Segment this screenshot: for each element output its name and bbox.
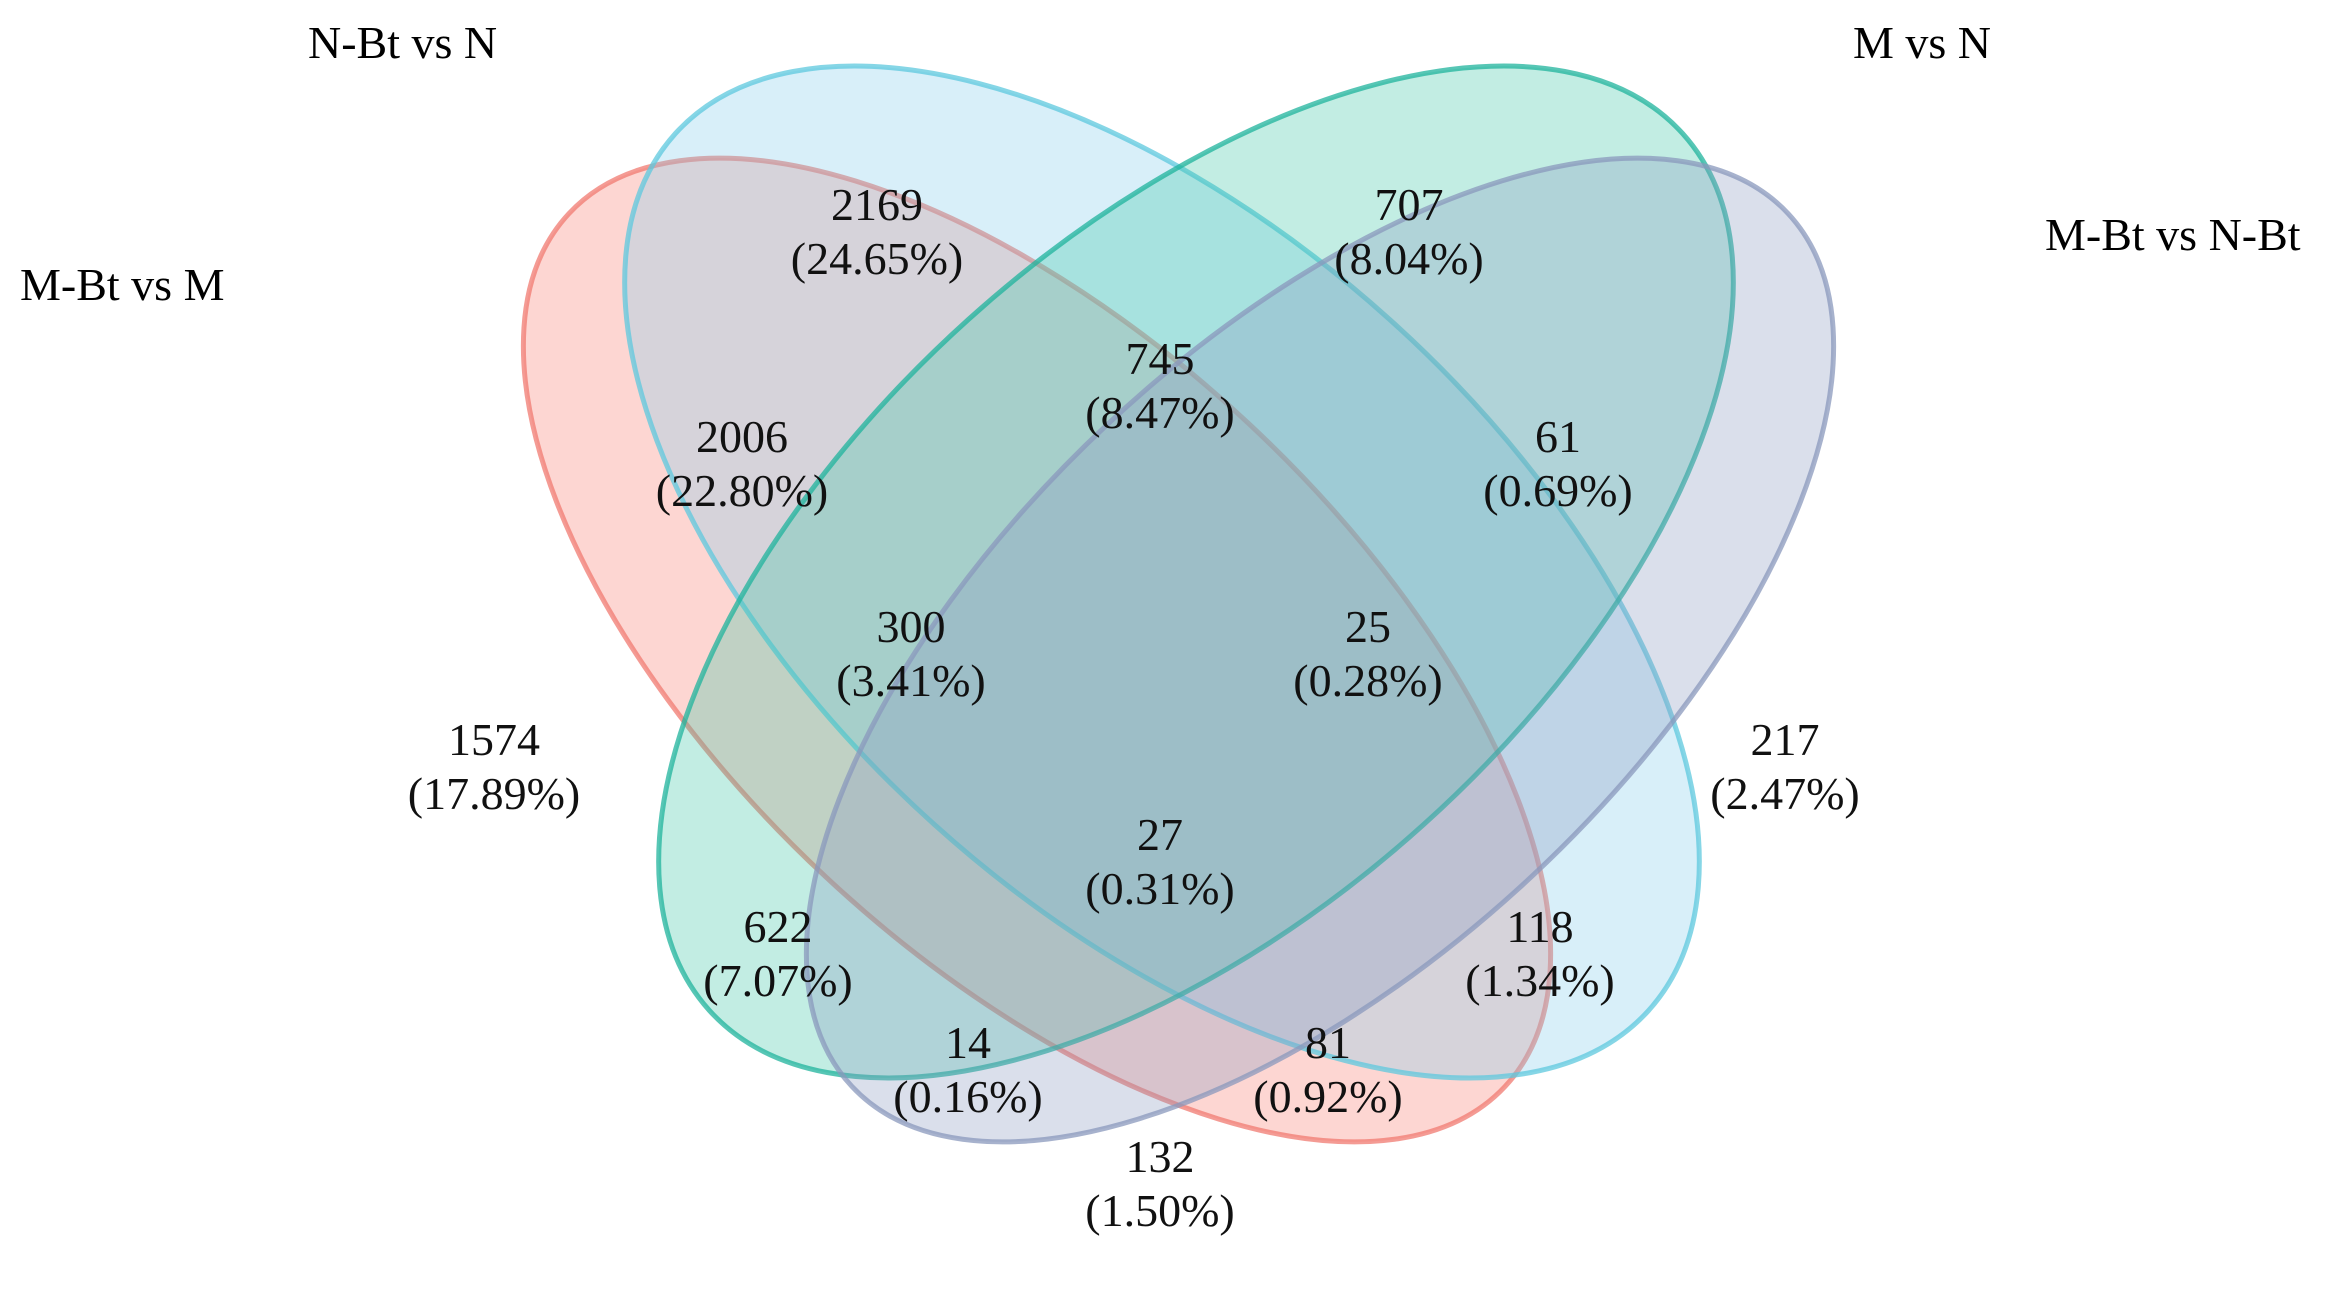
region-m-vs-n-and-m-bt-vs-n-bt: 61 (0.69%) <box>1483 411 1632 516</box>
region-percent: (0.31%) <box>1085 863 1234 914</box>
region-count: 2169 <box>831 179 923 230</box>
region-m-bt-vs-m-m-vs-n-m-bt-vs-n-bt: 14 (0.16%) <box>893 1017 1042 1122</box>
region-count: 118 <box>1506 901 1573 952</box>
region-percent: (0.69%) <box>1483 465 1632 516</box>
region-percent: (8.47%) <box>1085 387 1234 438</box>
set-label-m-bt-vs-n-bt: M-Bt vs N-Bt <box>2045 209 2301 260</box>
region-count: 81 <box>1305 1017 1351 1068</box>
region-n-bt-vs-n-and-m-vs-n: 745 (8.47%) <box>1085 333 1234 438</box>
region-m-bt-vs-m-and-m-bt-vs-n-bt: 132 (1.50%) <box>1085 1131 1234 1236</box>
region-count: 217 <box>1751 714 1820 765</box>
region-percent: (0.16%) <box>893 1071 1042 1122</box>
ellipse-m-bt-vs-m <box>520 155 1554 1145</box>
region-percent: (7.07%) <box>703 955 852 1006</box>
region-percent: (3.41%) <box>836 655 985 706</box>
region-percent: (1.34%) <box>1465 955 1614 1006</box>
region-count: 2006 <box>696 411 788 462</box>
ellipse-m-bt-vs-n-bt <box>803 155 1837 1145</box>
region-count: 300 <box>877 601 946 652</box>
set-label-m-vs-n: M vs N <box>1853 17 1991 68</box>
region-m-bt-vs-m-n-bt-vs-n-m-bt-vs-n-bt: 81 (0.92%) <box>1253 1017 1402 1122</box>
set-label-m-bt-vs-m: M-Bt vs M <box>20 259 224 310</box>
region-percent: (0.28%) <box>1293 655 1442 706</box>
region-percent: (2.47%) <box>1710 768 1859 819</box>
region-percent: (8.04%) <box>1334 233 1483 284</box>
region-count: 14 <box>945 1017 991 1068</box>
region-only-m-vs-n: 707 (8.04%) <box>1334 179 1483 284</box>
region-n-bt-vs-n-and-m-bt-vs-n-bt: 118 (1.34%) <box>1465 901 1614 1006</box>
region-n-bt-vs-n-m-vs-n-m-bt-vs-n-bt: 25 (0.28%) <box>1293 601 1442 706</box>
region-count: 27 <box>1137 809 1183 860</box>
region-count: 132 <box>1126 1131 1195 1182</box>
region-count: 707 <box>1375 179 1444 230</box>
region-percent: (24.65%) <box>791 233 963 284</box>
region-percent: (1.50%) <box>1085 1185 1234 1236</box>
region-only-n-bt-vs-n: 2169 (24.65%) <box>791 179 963 284</box>
region-m-bt-vs-m-and-n-bt-vs-n: 2006 (22.80%) <box>656 411 828 516</box>
region-all-four: 27 (0.31%) <box>1085 809 1234 914</box>
region-percent: (17.89%) <box>408 768 580 819</box>
region-m-bt-vs-m-and-m-vs-n: 622 (7.07%) <box>703 901 852 1006</box>
region-count: 622 <box>744 901 813 952</box>
region-percent: (22.80%) <box>656 465 828 516</box>
region-only-m-bt-vs-n-bt: 217 (2.47%) <box>1710 714 1859 819</box>
region-m-bt-vs-m-n-bt-vs-n-m-vs-n: 300 (3.41%) <box>836 601 985 706</box>
region-count: 745 <box>1126 333 1195 384</box>
region-count: 61 <box>1535 411 1581 462</box>
set-label-n-bt-vs-n: N-Bt vs N <box>308 17 497 68</box>
region-count: 25 <box>1345 601 1391 652</box>
ellipse-n-bt-vs-n <box>622 63 1702 1081</box>
region-only-m-bt-vs-m: 1574 (17.89%) <box>408 714 580 819</box>
region-count: 1574 <box>448 714 540 765</box>
ellipse-m-vs-n <box>656 63 1736 1081</box>
region-percent: (0.92%) <box>1253 1071 1402 1122</box>
